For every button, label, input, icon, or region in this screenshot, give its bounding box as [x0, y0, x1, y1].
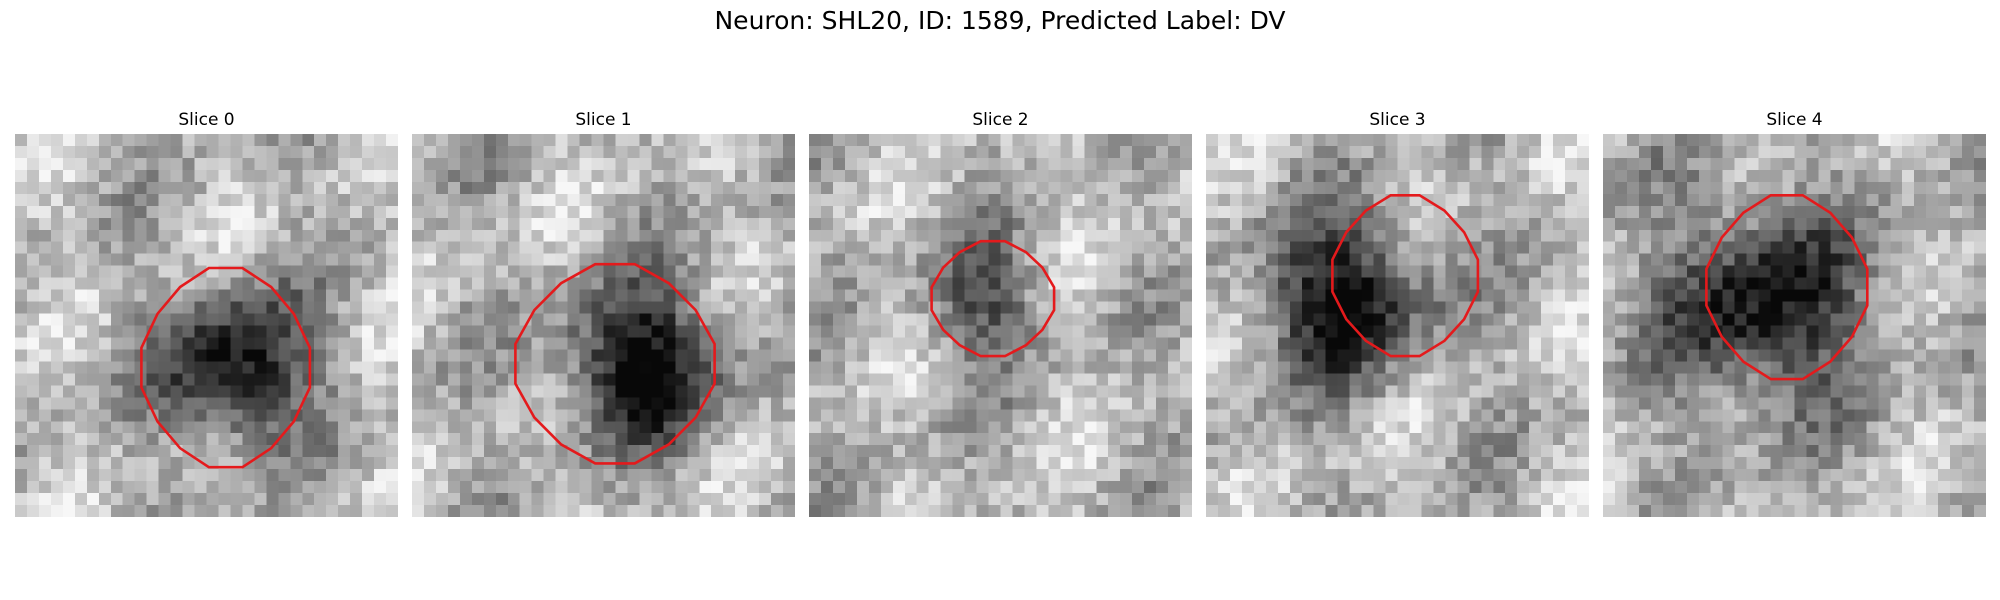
slice-image: [15, 134, 398, 517]
roi-outline: [1331, 193, 1480, 358]
roi-outline: [1705, 193, 1869, 381]
slice-image: [1603, 134, 1986, 517]
figure-title: Neuron: SHL20, ID: 1589, Predicted Label…: [714, 6, 1286, 35]
slice-title: Slice 0: [178, 110, 235, 130]
slice-title: Slice 2: [972, 110, 1029, 130]
slice-image: [1206, 134, 1589, 517]
slice-pixels: [809, 134, 1192, 517]
slice-panel-1: Slice 1: [412, 108, 795, 517]
slice-image: [412, 134, 795, 517]
roi-outline: [930, 239, 1056, 358]
roi-outline: [140, 266, 312, 469]
slice-pixels: [1206, 134, 1589, 517]
slice-title: Slice 3: [1369, 110, 1426, 130]
slice-pixels: [412, 134, 795, 517]
roi-outline: [514, 262, 716, 465]
slice-panel-3: Slice 3: [1206, 108, 1589, 517]
slice-panel-2: Slice 2: [809, 108, 1192, 517]
slice-pixels: [1603, 134, 1986, 517]
slice-title: Slice 4: [1766, 110, 1823, 130]
slice-title: Slice 1: [575, 110, 632, 130]
slice-pixels: [15, 134, 398, 517]
slice-panel-0: Slice 0: [15, 108, 398, 517]
slice-panel-4: Slice 4: [1603, 108, 1986, 517]
slice-image: [809, 134, 1192, 517]
